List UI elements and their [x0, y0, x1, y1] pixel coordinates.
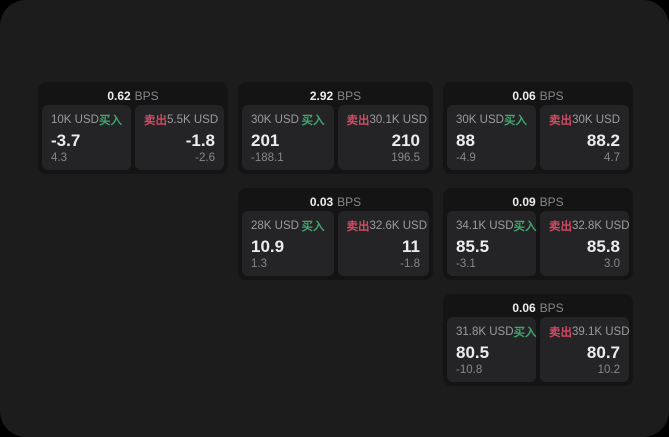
- bps-value: 2.92: [309, 89, 334, 103]
- buy-delta: -10.8: [456, 364, 483, 376]
- card-header: 0.09 BPS: [447, 192, 629, 211]
- bps-value: 0.62: [107, 89, 131, 103]
- buy-price: 88: [456, 131, 475, 150]
- buy-price: -3.7: [51, 131, 81, 150]
- buy-amount: 30K USD: [456, 114, 504, 126]
- card-header: 0.62 BPS: [42, 86, 224, 105]
- sell-amount: 30K USD: [572, 114, 620, 126]
- quote-card-2[interactable]: 2.92 BPS 30K USD 买入 201 -188.1 卖出 30.1K U…: [238, 82, 433, 174]
- sell-delta: 4.7: [604, 152, 620, 164]
- quote-card-5[interactable]: 0.09 BPS 34.1K USD 买入 85.5 -3.1 卖出 32.8K …: [443, 188, 633, 280]
- buy-amount: 34.1K USD: [456, 220, 514, 232]
- sell-delta: 196.5: [391, 152, 420, 164]
- bps-value: 0.03: [309, 195, 334, 209]
- sell-panel[interactable]: 卖出 32.6K USD 11 -1.8: [337, 211, 429, 276]
- buy-amount: 28K USD: [251, 220, 299, 232]
- sell-amount: 39.1K USD: [572, 326, 630, 338]
- buy-side-label: 买入: [513, 221, 537, 233]
- bps-value: 0.06: [512, 89, 536, 103]
- quote-card-1[interactable]: 0.62 BPS 10K USD 买入 -3.7 4.3 卖出 5.5K USD: [38, 82, 228, 174]
- buy-delta: 1.3: [251, 258, 267, 270]
- bps-value: 0.09: [512, 195, 536, 209]
- sell-side-label: 卖出: [549, 327, 572, 339]
- sell-panel[interactable]: 卖出 39.1K USD 80.7 10.2: [540, 317, 630, 382]
- sell-delta: 10.2: [597, 364, 620, 376]
- bps-unit-label: BPS: [337, 195, 362, 209]
- sell-panel[interactable]: 卖出 30K USD 88.2 4.7: [540, 105, 629, 170]
- buy-side-label: 买入: [504, 115, 527, 127]
- sell-price: -1.8: [185, 131, 215, 150]
- buy-panel[interactable]: 31.8K USD 买入 80.5 -10.8: [447, 317, 537, 382]
- sell-panel[interactable]: 卖出 30.1K USD 210 196.5: [337, 105, 429, 170]
- buy-side-label: 买入: [301, 221, 325, 233]
- card-header: 2.92 BPS: [242, 86, 429, 105]
- sell-side-label: 卖出: [549, 115, 572, 127]
- bps-unit-label: BPS: [539, 301, 564, 315]
- buy-amount: 31.8K USD: [456, 326, 514, 338]
- sell-amount: 30.1K USD: [369, 114, 428, 126]
- card-header: 0.03 BPS: [242, 192, 429, 211]
- sell-panel[interactable]: 卖出 5.5K USD -1.8 -2.6: [135, 105, 224, 170]
- sell-price: 80.7: [586, 343, 620, 362]
- quote-board: 0.62 BPS 10K USD 买入 -3.7 4.3 卖出 5.5K USD: [38, 82, 633, 386]
- sell-price: 210: [391, 131, 420, 150]
- buy-price: 10.9: [251, 237, 285, 256]
- buy-panel[interactable]: 30K USD 买入 201 -188.1: [242, 105, 334, 170]
- quote-card-3[interactable]: 0.06 BPS 30K USD 买入 88 -4.9 卖出 30K USD: [443, 82, 633, 174]
- sell-side-label: 卖出: [346, 115, 370, 127]
- quote-card-6[interactable]: 0.06 BPS 31.8K USD 买入 80.5 -10.8 卖出 39.1K…: [443, 294, 633, 386]
- buy-amount: 10K USD: [51, 114, 99, 126]
- sell-price: 11: [402, 237, 420, 256]
- buy-price: 80.5: [456, 343, 490, 362]
- buy-delta: -4.9: [456, 152, 476, 164]
- buy-panel[interactable]: 10K USD 买入 -3.7 4.3: [42, 105, 131, 170]
- bps-unit-label: BPS: [337, 89, 362, 103]
- buy-panel[interactable]: 28K USD 买入 10.9 1.3: [242, 211, 334, 276]
- card-header: 0.06 BPS: [447, 86, 629, 105]
- bps-unit-label: BPS: [134, 89, 159, 103]
- bps-value: 0.06: [512, 301, 536, 315]
- quote-card-4[interactable]: 0.03 BPS 28K USD 买入 10.9 1.3 卖出 32.6K USD: [238, 188, 433, 280]
- bps-unit-label: BPS: [539, 195, 564, 209]
- buy-delta: -3.1: [456, 258, 476, 270]
- buy-panel[interactable]: 34.1K USD 买入 85.5 -3.1: [447, 211, 537, 276]
- sell-delta: 3.0: [604, 258, 620, 270]
- sell-delta: -2.6: [195, 152, 215, 164]
- sell-side-label: 卖出: [346, 221, 370, 233]
- sell-amount: 32.6K USD: [369, 220, 428, 232]
- buy-price: 201: [251, 131, 280, 150]
- buy-delta: -188.1: [251, 152, 284, 164]
- card-header: 0.06 BPS: [447, 298, 629, 317]
- bps-unit-label: BPS: [539, 89, 564, 103]
- buy-side-label: 买入: [99, 115, 122, 127]
- buy-panel[interactable]: 30K USD 买入 88 -4.9: [447, 105, 536, 170]
- buy-delta: 4.3: [51, 152, 67, 164]
- buy-amount: 30K USD: [251, 114, 299, 126]
- sell-amount: 5.5K USD: [167, 114, 219, 126]
- buy-price: 85.5: [456, 237, 490, 256]
- buy-side-label: 买入: [513, 327, 537, 339]
- buy-side-label: 买入: [301, 115, 325, 127]
- sell-amount: 32.8K USD: [572, 220, 630, 232]
- sell-panel[interactable]: 卖出 32.8K USD 85.8 3.0: [540, 211, 630, 276]
- sell-price: 88.2: [586, 131, 620, 150]
- sell-delta: -1.8: [400, 258, 420, 270]
- sell-side-label: 卖出: [549, 221, 572, 233]
- sell-side-label: 卖出: [144, 115, 167, 127]
- sell-price: 85.8: [586, 237, 620, 256]
